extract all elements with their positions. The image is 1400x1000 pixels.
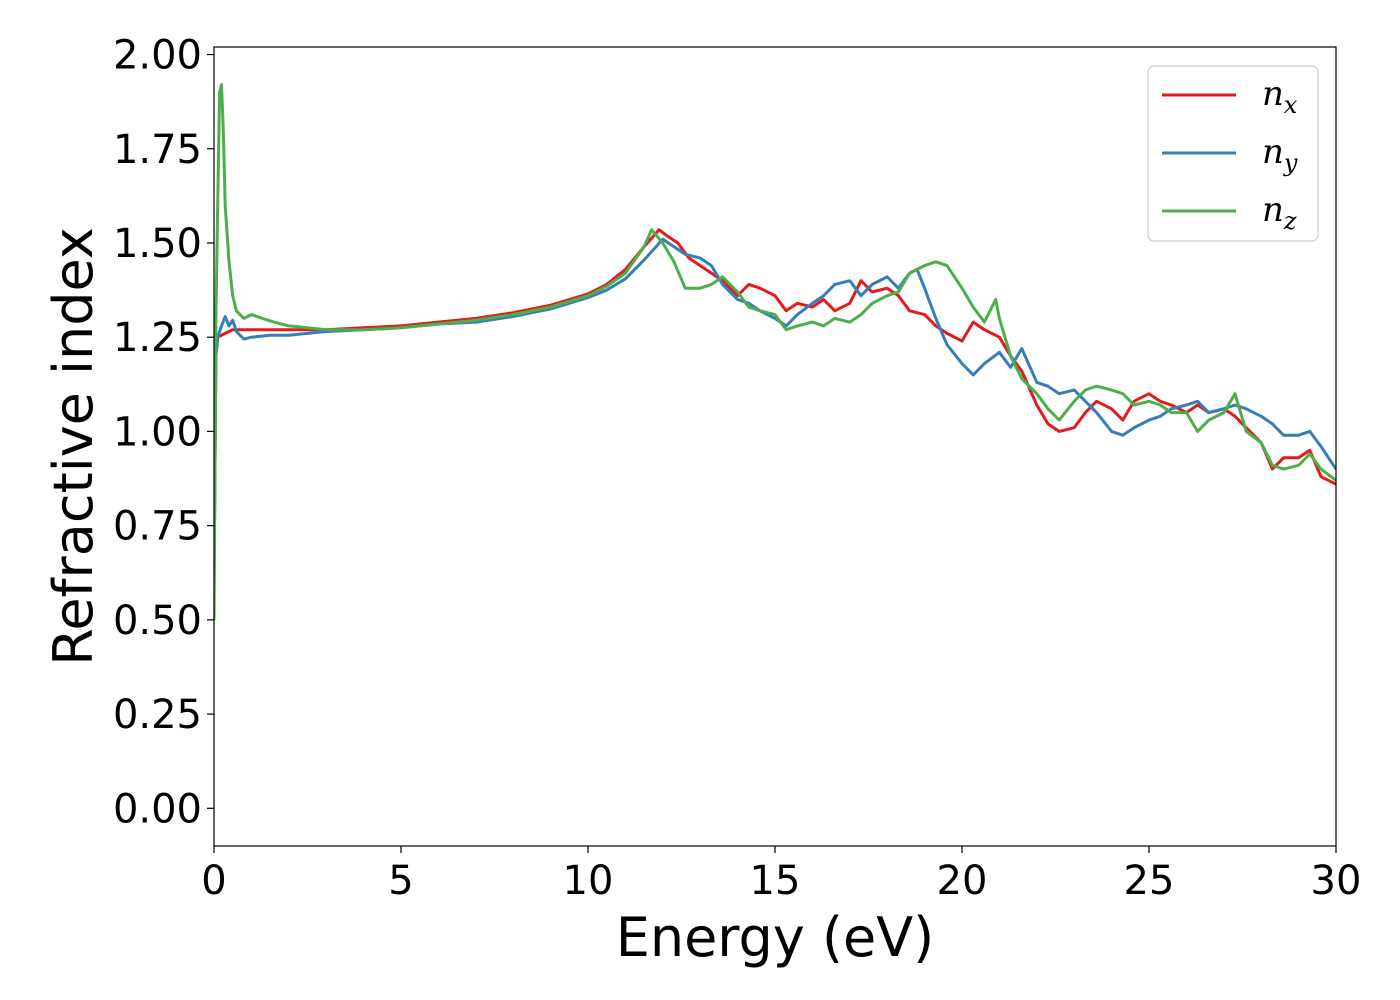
- y-tick-label: 0.25: [113, 692, 202, 738]
- legend-label-subscript: x: [1284, 91, 1298, 119]
- y-tick-label: 1.75: [113, 127, 202, 173]
- x-tick-label: 15: [750, 858, 801, 904]
- y-tick-label: 1.25: [113, 315, 202, 361]
- legend-label-subscript: z: [1283, 207, 1297, 235]
- x-tick-label: 30: [1311, 858, 1362, 904]
- series-layer: [214, 83, 1336, 620]
- legend-label-nx: nx: [1262, 74, 1298, 119]
- y-tick-label: 0.00: [113, 786, 202, 832]
- x-tick-label: 5: [388, 858, 413, 904]
- y-tick-label: 2.00: [113, 33, 202, 79]
- y-tick-label: 1.00: [113, 409, 202, 455]
- y-tick-label: 1.50: [113, 221, 202, 267]
- x-tick-label: 20: [937, 858, 988, 904]
- y-tick-label: 0.50: [113, 598, 202, 644]
- x-axis-label: Energy (eV): [616, 906, 935, 969]
- legend-label-base: n: [1262, 132, 1284, 172]
- x-tick-label: 25: [1124, 858, 1175, 904]
- series-line-nz: [214, 83, 1336, 620]
- y-tick-label: 0.75: [113, 504, 202, 550]
- x-tick-label: 0: [201, 858, 226, 904]
- x-tick-label: 10: [563, 858, 614, 904]
- legend-label-base: n: [1262, 74, 1284, 114]
- legend-label-base: n: [1262, 190, 1284, 230]
- legend-label-subscript: y: [1283, 149, 1298, 177]
- legend-label-ny: ny: [1262, 132, 1298, 177]
- legend-label-nz: nz: [1262, 190, 1297, 235]
- axes-layer: 0 5 10 15 20 25 30 0.00 0.25 0.50 0.75 1.00 1.25 1.50…: [113, 33, 1362, 904]
- y-axis-label: Refractive index: [42, 227, 105, 666]
